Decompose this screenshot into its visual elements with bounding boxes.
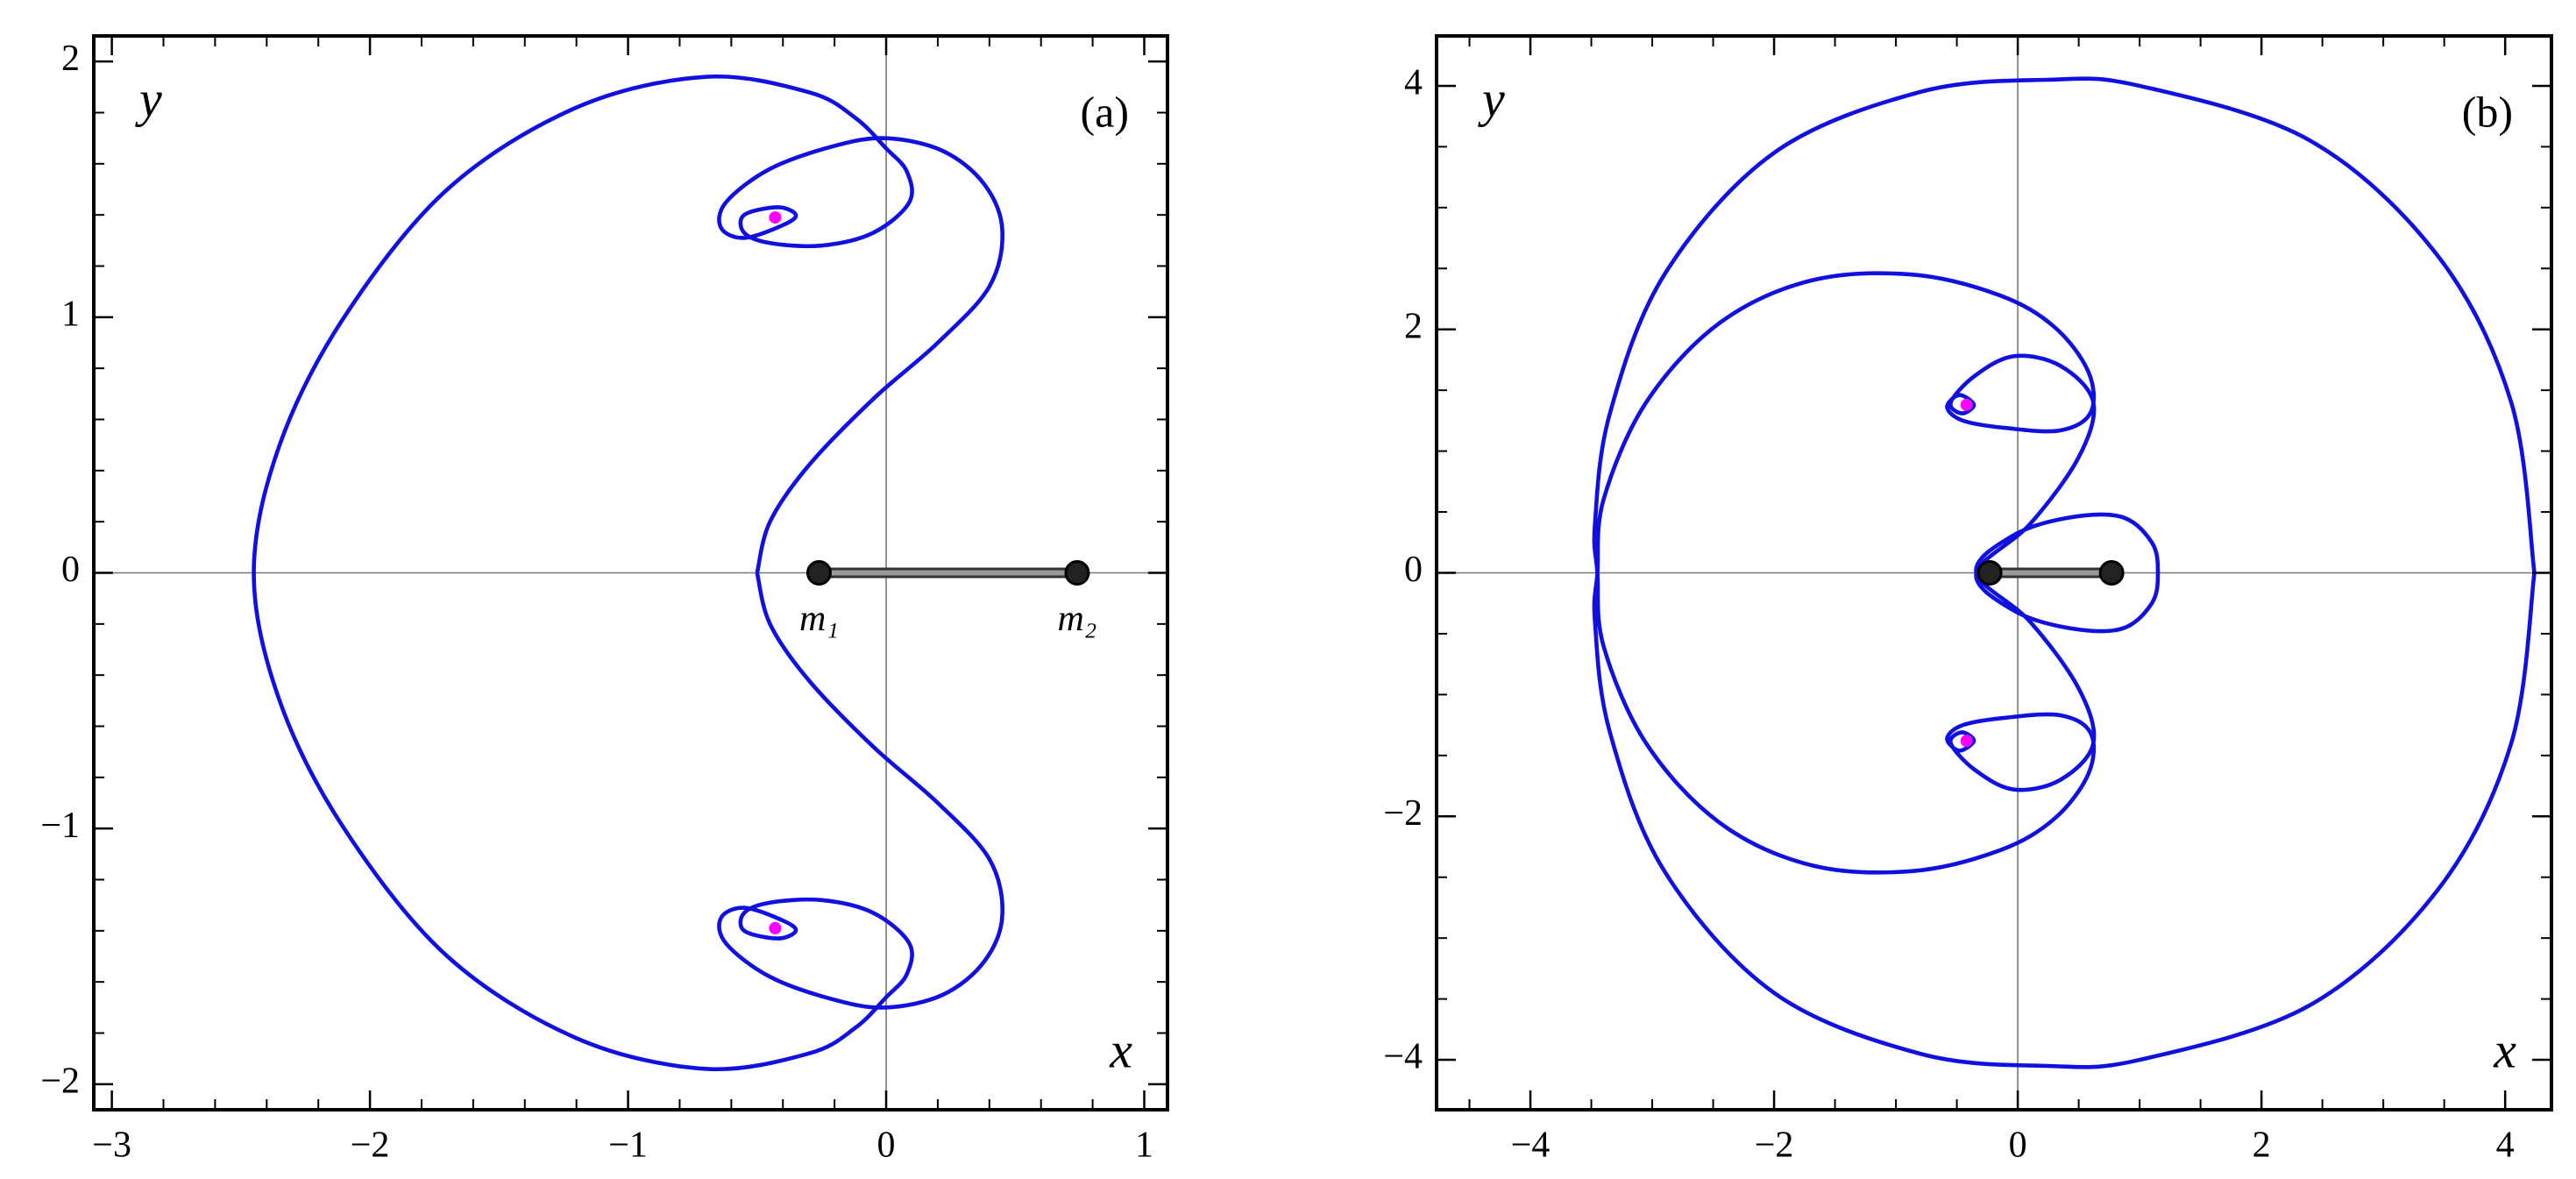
panel-label: (b) [2462,87,2513,136]
y-tick-label: 2 [61,39,80,79]
x-tick-label: 0 [877,1126,896,1166]
orbit [1592,76,2537,1069]
plot-area [94,36,1167,1110]
y-tick-label: 0 [1404,550,1423,590]
x-tick-label: −1 [608,1126,648,1166]
primary-body [1064,560,1090,586]
x-tick-label: 1 [1135,1126,1153,1166]
x-tick-label: −3 [92,1126,131,1166]
primary-body [805,560,832,586]
primary-body [1976,560,2003,586]
body-label: m₂ [1057,599,1096,639]
y-axis-label: y [1478,70,1505,127]
equilibrium-point [1960,398,1973,411]
equilibrium-point [1960,735,1973,748]
y-tick-label: −1 [40,806,80,846]
x-axis-label: x [2493,1021,2516,1078]
panel: −4 −2 0 2 4 −4 −2 0 2 4 x y (b) [1383,34,2553,1166]
y-tick-label: 4 [1404,63,1423,103]
y-tick-label: −2 [40,1061,80,1101]
x-tick-label: −2 [1755,1126,1794,1166]
plot-area [1437,36,2551,1110]
y-tick-label: 0 [61,550,80,590]
equilibrium-point [769,921,782,934]
panel-label: (a) [1081,87,1130,136]
panel: m₁ m₂ −3 −2 −1 0 1 −2 −1 0 1 2 x y (a) [40,34,1169,1166]
x-tick-label: 0 [2009,1126,2027,1166]
y-tick-label: 1 [61,294,80,334]
primary-body [2098,560,2125,586]
y-tick-label: 2 [1404,306,1423,346]
x-tick-label: −4 [1511,1126,1551,1166]
x-tick-label: 2 [2253,1126,2271,1166]
y-tick-label: −4 [1383,1037,1423,1077]
y-tick-label: −2 [1383,793,1423,834]
x-axis-label: x [1109,1021,1132,1078]
orbit [252,74,1004,1072]
body-label: m₁ [799,599,839,639]
y-axis-label: y [135,70,162,127]
equilibrium-point [769,211,782,224]
x-tick-label: 4 [2496,1126,2515,1166]
x-tick-label: −2 [351,1126,390,1166]
